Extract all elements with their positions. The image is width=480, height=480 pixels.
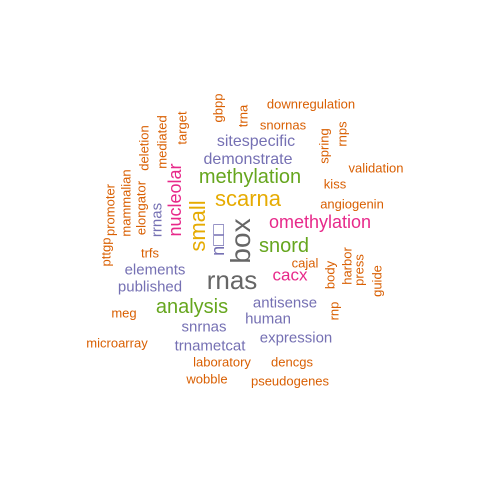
word-scarna: scarna	[214, 186, 282, 211]
word-validation: validation	[348, 160, 404, 176]
word-rrnas: rrnas	[148, 202, 166, 238]
word-omethylation: omethylation	[268, 212, 372, 232]
word-cajal: cajal	[291, 255, 319, 271]
word-body: body	[322, 260, 338, 290]
word-elements: elements	[124, 261, 186, 279]
word-sitespecific: sitespecific	[216, 133, 296, 150]
word-promoter: promoter	[102, 183, 118, 237]
word-angiogenin: angiogenin	[320, 196, 384, 212]
word-snornas: snornas	[259, 117, 307, 133]
word-gbpp: gbpp	[210, 93, 226, 123]
word-rnas: rnas	[206, 265, 258, 295]
word-spring: spring	[316, 128, 332, 164]
word-pttgp: pttgp	[98, 237, 114, 267]
word-expression: expression	[259, 329, 333, 347]
word-target: target	[174, 111, 190, 145]
word-box: box	[225, 218, 256, 264]
word-snord: snord	[258, 235, 310, 257]
word-cacx: cacx	[272, 265, 308, 285]
word-trnametcat: trnametcat	[174, 337, 246, 355]
word-mediated: mediated	[154, 115, 170, 169]
word-guide: guide	[369, 265, 385, 297]
word-methylation: methylation	[198, 166, 302, 188]
word-kiss: kiss	[323, 176, 347, 192]
word-analysis: analysis	[155, 296, 229, 318]
word-demonstrate: demonstrate	[203, 151, 293, 168]
word-pseudogenes: pseudogenes	[250, 373, 330, 389]
word-trna: trna	[235, 104, 251, 128]
word-microarray: microarray	[86, 335, 148, 351]
word-mammalian: mammalian	[118, 169, 134, 237]
word-small: small	[185, 200, 210, 252]
word-rnps: rnps	[334, 121, 350, 147]
word-snrnas: snrnas	[181, 318, 227, 336]
word-published: published	[117, 278, 183, 296]
word-rnp: rnp	[326, 301, 342, 321]
word-wobble: wobble	[186, 371, 228, 387]
word-press: press	[351, 254, 367, 286]
word-downregulation: downregulation	[266, 96, 356, 112]
word-laboratory: laboratory	[193, 354, 251, 370]
word-antisense: antisense	[252, 294, 318, 312]
word-trfs: trfs	[140, 245, 160, 261]
word-dencgs: dencgs	[271, 354, 313, 370]
word-meg: meg	[111, 305, 137, 321]
word-human: human	[245, 310, 291, 328]
word-deletion: deletion	[136, 125, 152, 171]
word-nucleolar: nucleolar	[165, 163, 185, 237]
word-elongator: elongator	[133, 180, 149, 236]
word-nxx: n□□	[208, 224, 228, 256]
